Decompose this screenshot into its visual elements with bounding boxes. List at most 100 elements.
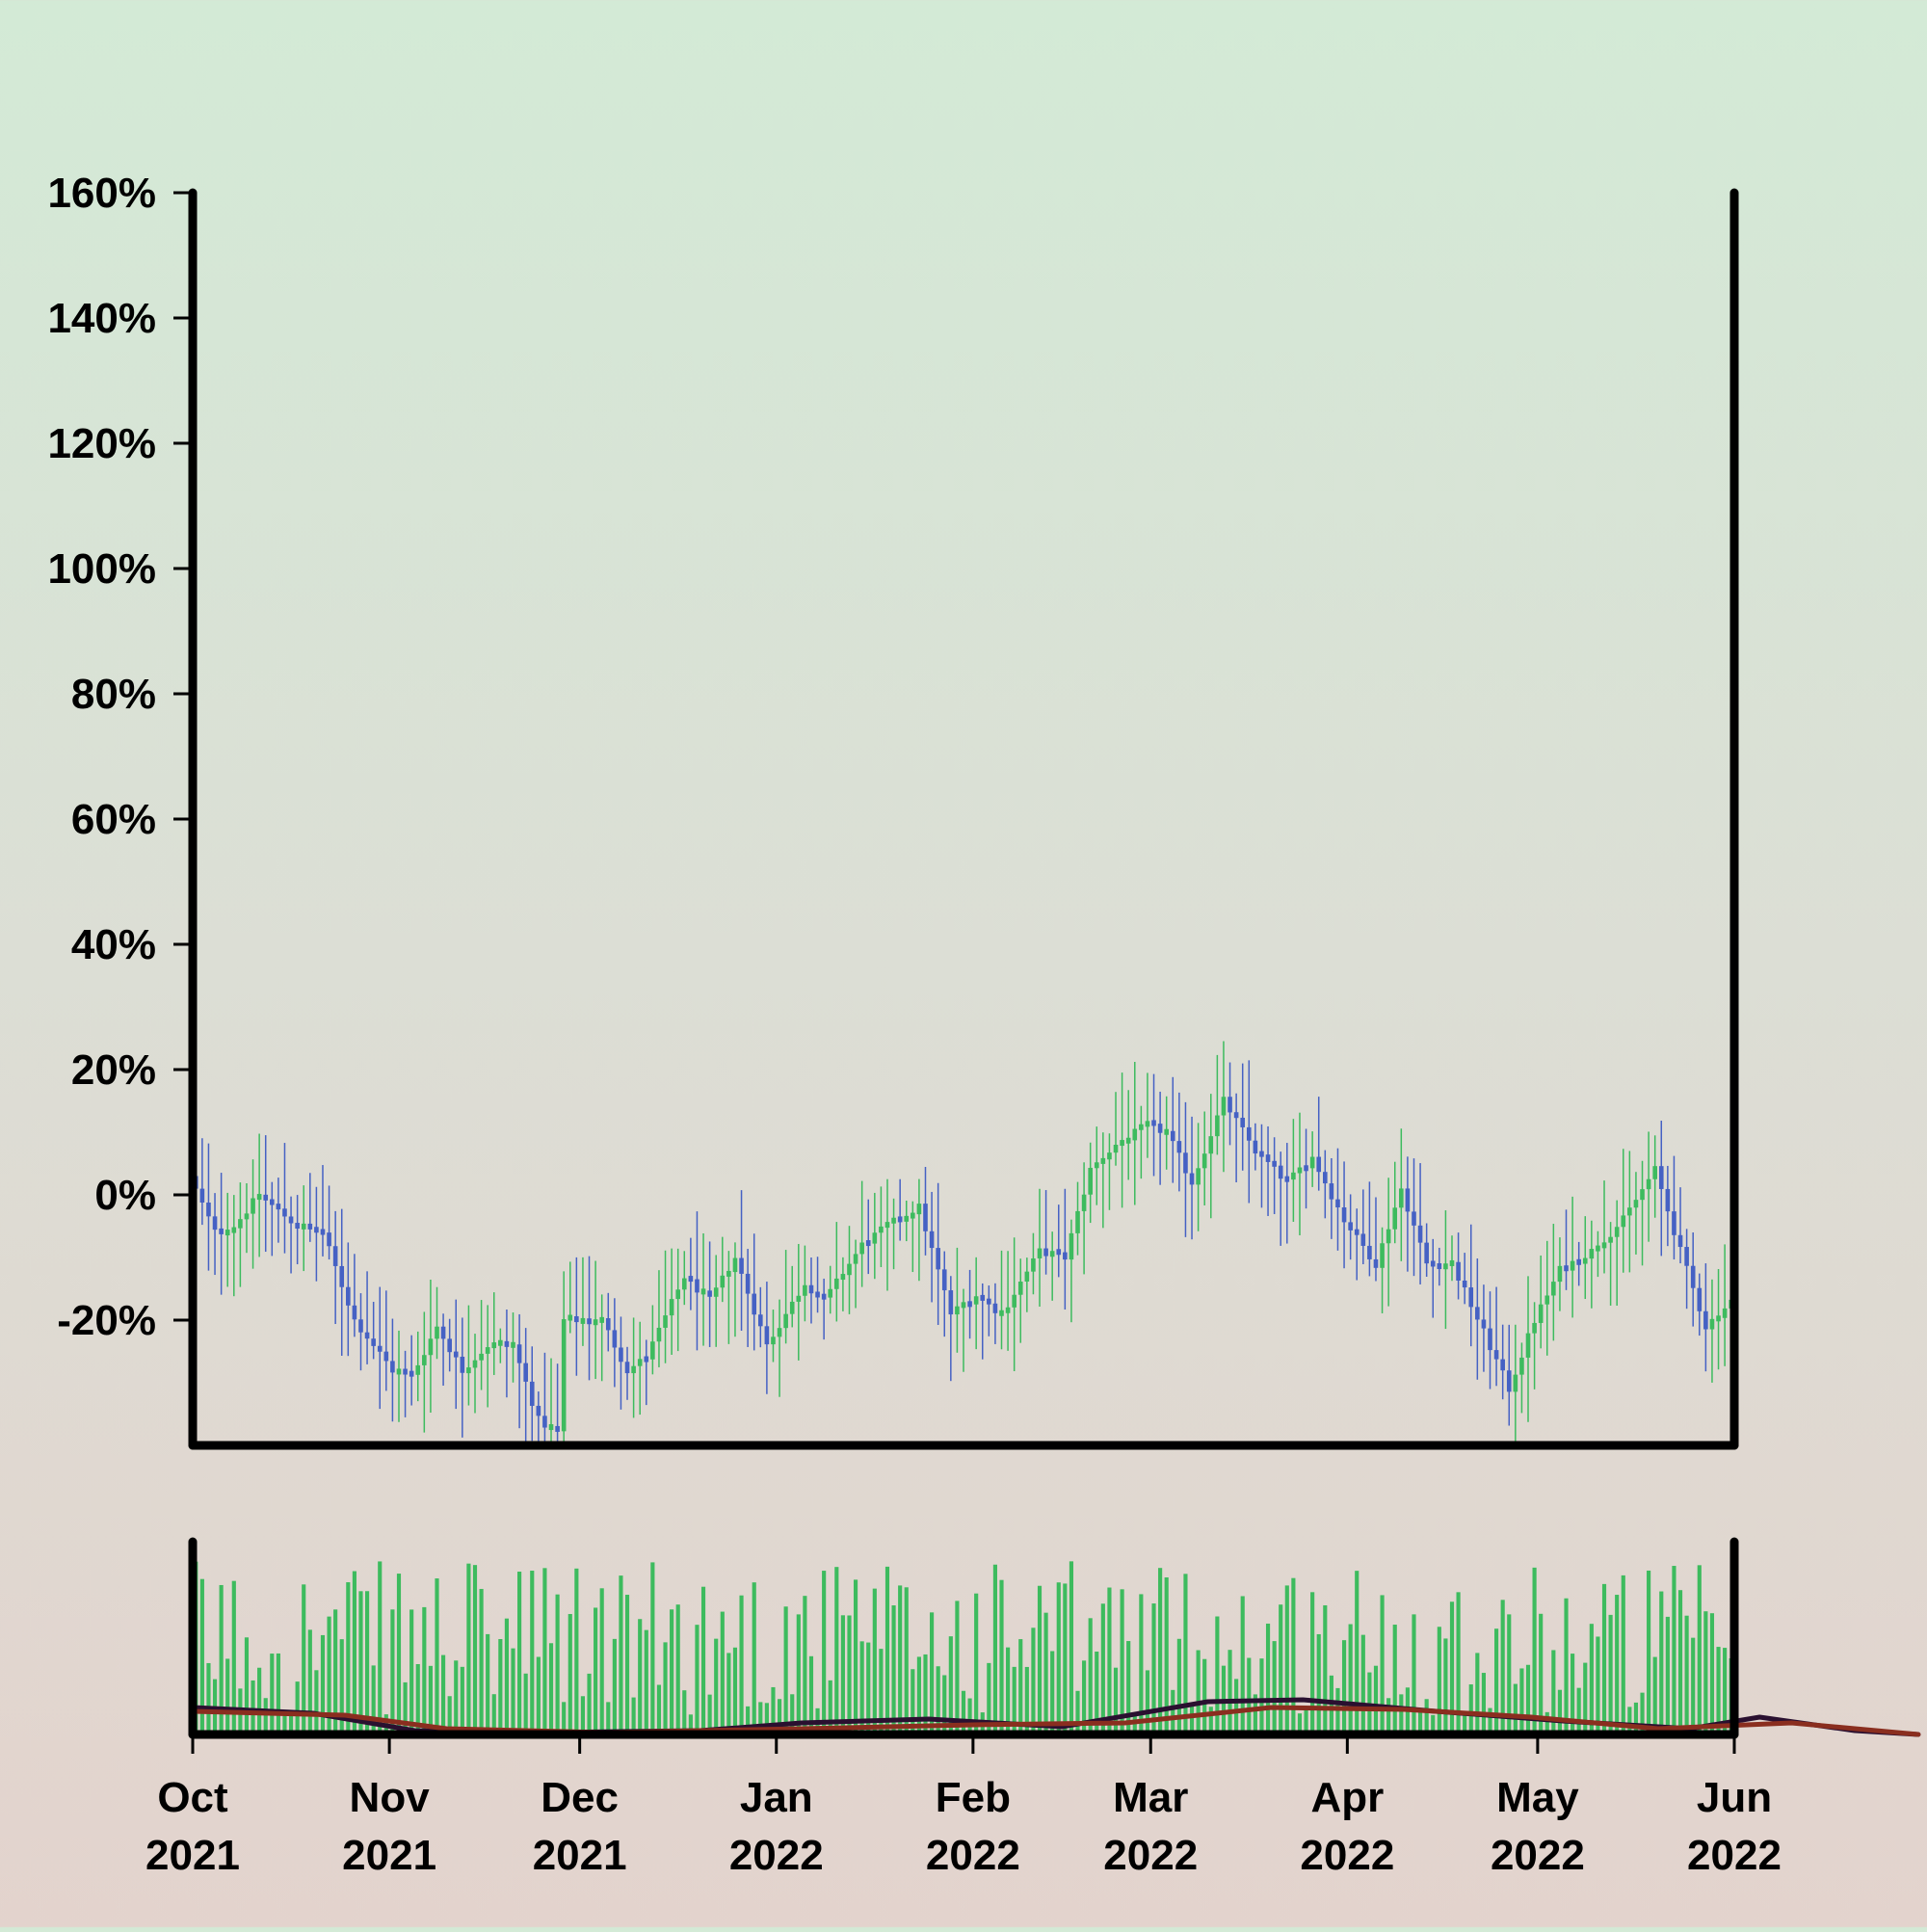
volume-bar: [486, 1633, 490, 1734]
volume-bar: [1113, 1667, 1119, 1734]
candle-body: [757, 1314, 763, 1327]
volume-bar: [1596, 1636, 1600, 1734]
volume-bar: [726, 1653, 731, 1734]
volume-bar: [403, 1681, 408, 1734]
candle-body: [1031, 1257, 1036, 1272]
volume-bar: [619, 1575, 623, 1734]
candle-body: [726, 1270, 731, 1277]
candle-body: [231, 1227, 237, 1233]
candle-body: [282, 1208, 287, 1217]
candle-body: [1633, 1200, 1639, 1208]
volume-bar: [1697, 1565, 1702, 1734]
candle-body: [612, 1330, 618, 1348]
volume-bar: [840, 1615, 845, 1734]
candle-body: [681, 1278, 687, 1290]
candle-body: [1684, 1247, 1689, 1266]
volume-bar: [479, 1588, 484, 1734]
volume-bar: [530, 1571, 535, 1734]
candle-body: [834, 1278, 839, 1289]
candle-body: [1640, 1189, 1645, 1201]
candle-body: [675, 1289, 681, 1300]
y-tick-label: 0%: [94, 1172, 156, 1219]
x-tick-labels: Oct 2021 Nov 2021 Dec 2021 Jan 2022 Feb 2022 Mar 20…: [145, 1774, 1782, 1879]
volume-bar: [460, 1666, 464, 1734]
candle-body: [1335, 1199, 1340, 1207]
volume-bar: [1063, 1583, 1068, 1734]
volume-bar: [1691, 1637, 1696, 1734]
volume-bar: [1615, 1595, 1620, 1734]
volume-bar: [891, 1605, 896, 1734]
volume-bar: [992, 1564, 997, 1734]
volume-bar: [631, 1697, 636, 1734]
candle-body: [872, 1232, 878, 1244]
volume-bar: [663, 1642, 668, 1734]
candle-body: [1278, 1165, 1283, 1179]
candle-body: [523, 1363, 528, 1382]
volume-bar: [1227, 1650, 1232, 1734]
candle-body: [619, 1347, 623, 1363]
candle-body: [720, 1275, 726, 1288]
volume-bar: [942, 1675, 947, 1734]
volume-bar: [1202, 1658, 1207, 1734]
candle-body: [707, 1290, 712, 1297]
volume-bar: [415, 1664, 420, 1734]
candle-body: [1621, 1215, 1626, 1228]
volume-bar: [282, 1711, 287, 1734]
volume-bar: [1259, 1658, 1264, 1734]
volume-bar: [707, 1694, 712, 1734]
candle-body: [1525, 1333, 1531, 1358]
candle-body: [1658, 1166, 1664, 1189]
candle-body: [1056, 1249, 1062, 1256]
candle-body: [783, 1313, 788, 1329]
candle-body: [1500, 1359, 1505, 1371]
volume-bar: [244, 1637, 250, 1734]
volume-bar: [955, 1601, 960, 1734]
candle-body: [276, 1204, 281, 1210]
candle-body: [999, 1310, 1004, 1316]
volume-bar: [1380, 1595, 1385, 1734]
volume-bar: [447, 1696, 452, 1734]
candle-body: [1113, 1145, 1119, 1153]
candle-body: [1132, 1128, 1138, 1141]
candle-body: [1221, 1097, 1227, 1116]
candle-body: [1075, 1210, 1080, 1233]
candle-body: [650, 1341, 655, 1360]
volume-bar: [948, 1636, 953, 1734]
candle-body: [244, 1213, 250, 1220]
volume-bar: [656, 1684, 662, 1734]
volume-bar: [638, 1619, 643, 1734]
volume-bar: [263, 1698, 268, 1734]
candle-body: [587, 1318, 592, 1325]
candle-body: [1493, 1350, 1499, 1360]
volume-bar: [790, 1694, 795, 1734]
volume-bar: [1475, 1653, 1480, 1734]
candle-body: [1284, 1176, 1290, 1182]
candle-body: [1380, 1243, 1385, 1268]
volume-bar: [1551, 1650, 1556, 1734]
volume-bar: [682, 1690, 687, 1734]
y-tick-label: 120%: [47, 420, 156, 467]
volume-bar: [288, 1714, 294, 1734]
candle-body: [1412, 1211, 1416, 1226]
candle-body: [1589, 1249, 1595, 1259]
candle-body: [1005, 1307, 1011, 1313]
price-candles: [193, 1041, 1734, 1445]
volume-bar: [587, 1673, 592, 1734]
candle-body: [1201, 1153, 1207, 1169]
volume-bar: [1341, 1640, 1347, 1734]
volume-bar: [746, 1706, 751, 1734]
volume-bar: [1652, 1656, 1657, 1734]
volume-bar: [542, 1568, 547, 1734]
volume-bar: [1189, 1705, 1195, 1734]
candle-body: [1145, 1121, 1150, 1127]
candle-body: [1100, 1157, 1106, 1164]
candle-body: [1208, 1136, 1214, 1154]
volume-bar: [1500, 1600, 1505, 1734]
candle-body: [1196, 1168, 1201, 1185]
candle-body: [1063, 1252, 1068, 1260]
volume-bar: [688, 1714, 693, 1734]
candle-body: [637, 1359, 643, 1366]
candle-body: [1538, 1304, 1544, 1323]
candle-body: [713, 1287, 719, 1297]
volume-bar: [1151, 1603, 1156, 1734]
